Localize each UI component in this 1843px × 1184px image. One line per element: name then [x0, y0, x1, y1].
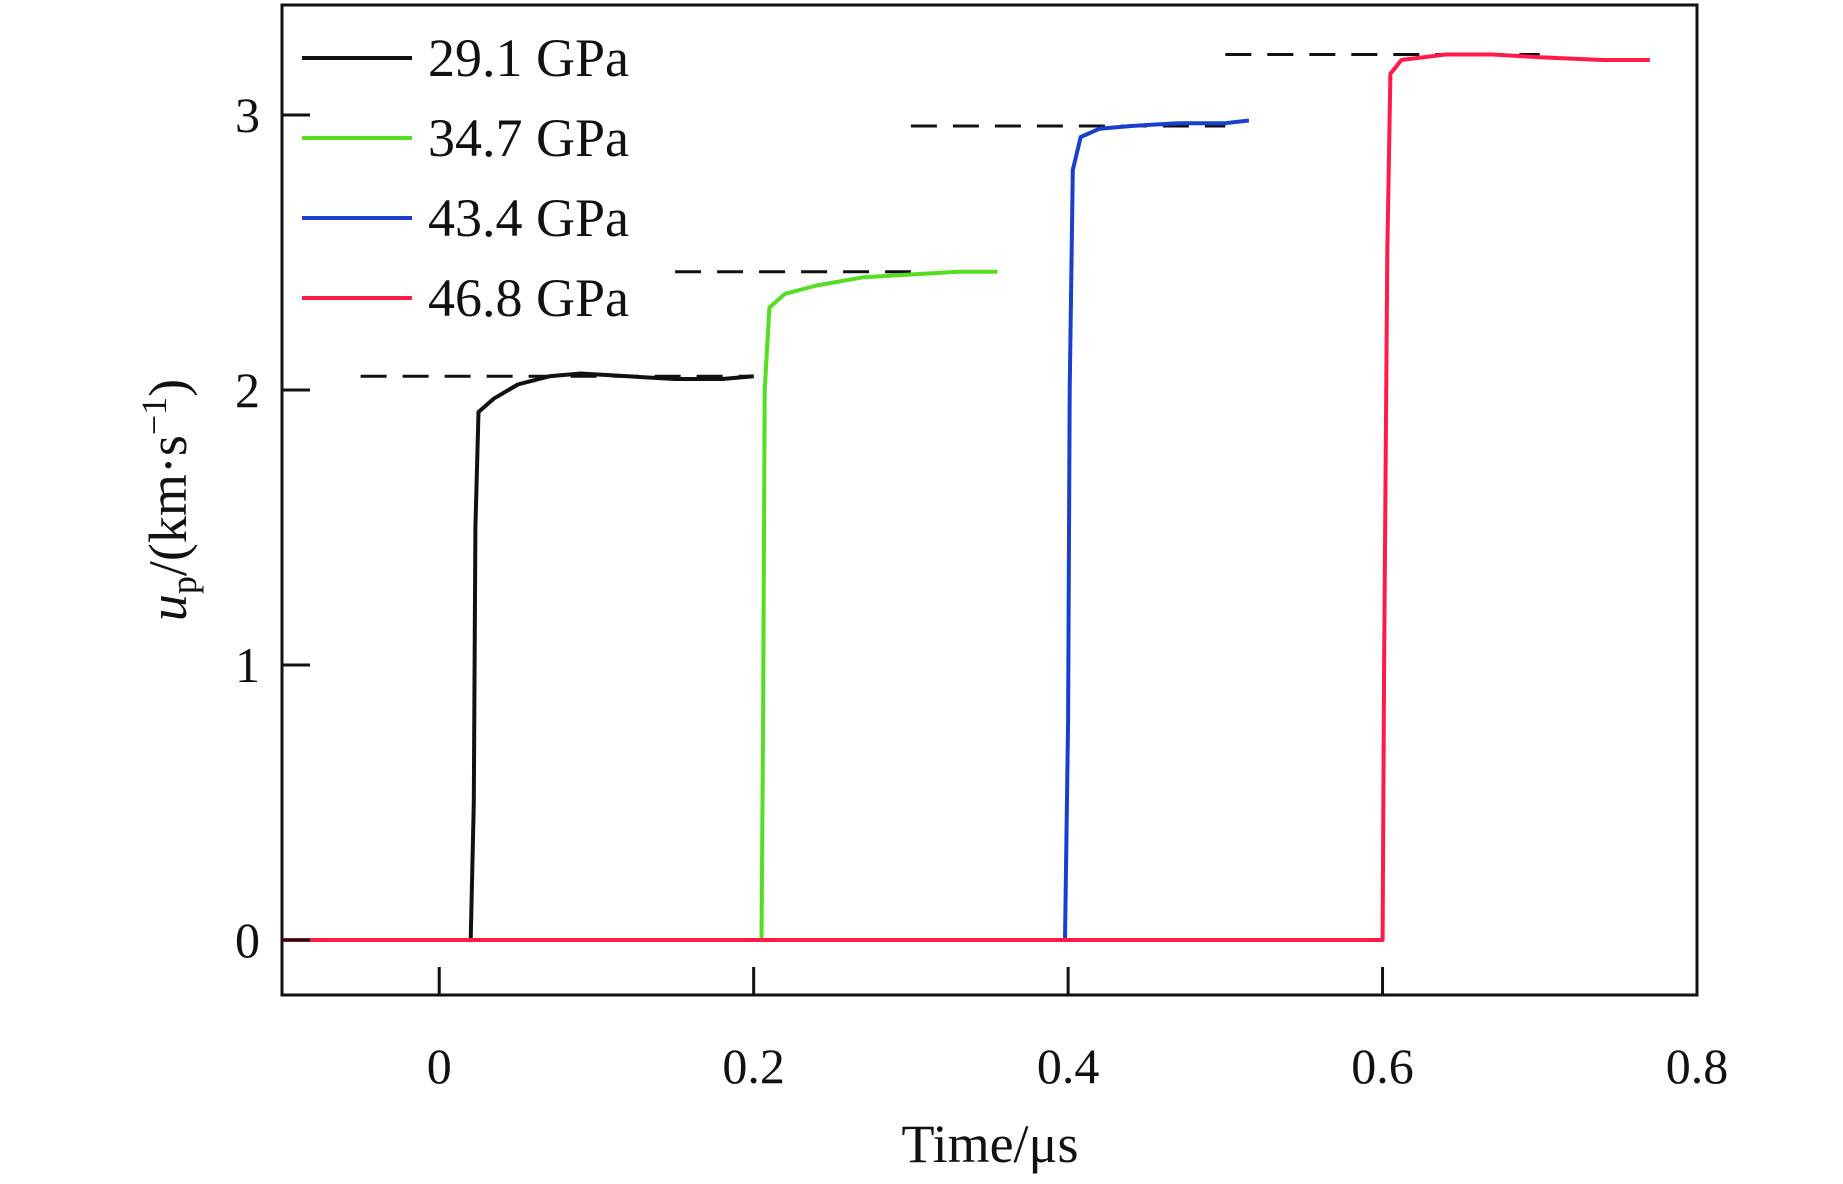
legend-label-1: 34.7 GPa — [428, 108, 629, 168]
y-tick-label: 1 — [235, 637, 260, 693]
x-tick-label: 0.4 — [1037, 1038, 1100, 1094]
x-tick-label: 0 — [427, 1038, 452, 1094]
x-tick-label: 0.8 — [1666, 1038, 1729, 1094]
legend-label-2: 43.4 GPa — [428, 188, 629, 248]
y-axis-label-sub: p — [164, 576, 204, 594]
x-axis-label: Time/μs — [901, 1114, 1078, 1174]
x-axis-ticks: 0 0.2 0.4 0.6 0.8 — [427, 967, 1729, 1094]
y-tick-label: 3 — [235, 87, 260, 143]
legend-label-3: 46.8 GPa — [428, 268, 629, 328]
plot-frame — [280, 3, 1699, 997]
legend-label-0: 29.1 GPa — [428, 28, 629, 88]
y-tick-label: 2 — [235, 362, 260, 418]
x-tick-label: 0.6 — [1351, 1038, 1414, 1094]
y-axis-label-unit-suffix: ) — [138, 379, 198, 397]
x-tick-label: 0.2 — [722, 1038, 785, 1094]
series-line-1 — [282, 269, 998, 942]
y-axis-ticks: 0 1 2 3 — [235, 87, 310, 968]
series-line-0 — [282, 371, 754, 942]
y-axis-label: up/(km·s−1) — [134, 379, 204, 621]
y-tick-label: 0 — [235, 912, 260, 968]
y-axis-label-unit-sup: −1 — [134, 397, 174, 435]
series-line-2 — [282, 118, 1250, 942]
y-axis-label-unit-prefix: /(km·s — [138, 435, 198, 576]
series-line-3 — [282, 52, 1650, 942]
series-lines — [282, 52, 1650, 942]
y-axis-label-base: u — [138, 594, 198, 621]
legend: 29.1 GPa 34.7 GPa 43.4 GPa 46.8 GPa — [302, 28, 629, 328]
